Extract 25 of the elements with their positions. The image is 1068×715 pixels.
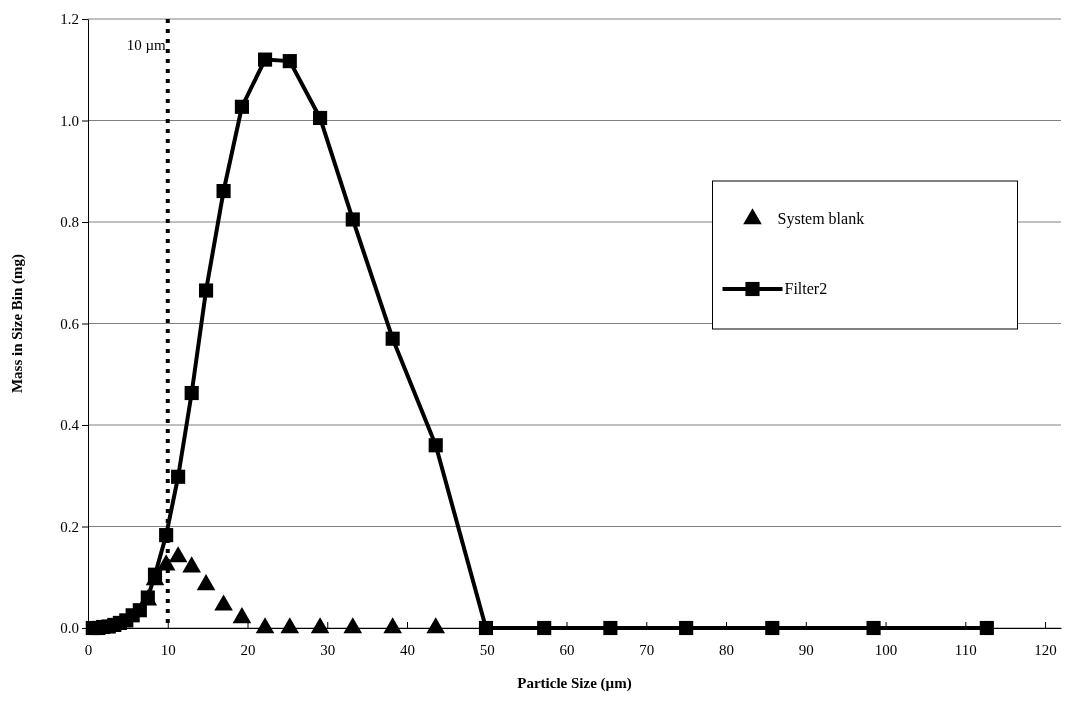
x-tick-label: 90 bbox=[798, 642, 814, 658]
y-tick-label: 0.0 bbox=[60, 620, 79, 637]
x-axis-title: Particle Size (µm) bbox=[517, 675, 632, 692]
x-tick-label: 110 bbox=[954, 642, 977, 658]
x-tick-label: 60 bbox=[559, 642, 575, 658]
y-tick-label: 0.8 bbox=[60, 214, 79, 231]
y-tick-label: 0.6 bbox=[60, 315, 80, 332]
x-tick-label: 50 bbox=[479, 642, 495, 658]
ref-line-label: 10 µm bbox=[126, 37, 167, 53]
x-tick-label: 10 bbox=[160, 642, 176, 658]
legend-label: System blank bbox=[777, 210, 865, 228]
legend-label: Filter2 bbox=[784, 280, 828, 297]
y-tick-label: 1.2 bbox=[60, 11, 79, 28]
x-tick-label: 0 bbox=[84, 642, 93, 658]
y-tick-label: 0.4 bbox=[60, 417, 80, 434]
x-tick-label: 20 bbox=[240, 642, 256, 658]
x-tick-label: 40 bbox=[400, 642, 416, 658]
x-tick-label: 30 bbox=[320, 642, 336, 658]
y-tick-label: 1.0 bbox=[60, 112, 79, 129]
x-tick-label: 100 bbox=[874, 642, 898, 658]
y-tick-label: 0.2 bbox=[60, 518, 79, 535]
x-tick-label: 120 bbox=[1034, 642, 1057, 658]
x-tick-label: 70 bbox=[639, 642, 655, 658]
y-axis-title: Mass in Size Bin (mg) bbox=[9, 253, 26, 394]
x-tick-label: 80 bbox=[719, 642, 735, 658]
